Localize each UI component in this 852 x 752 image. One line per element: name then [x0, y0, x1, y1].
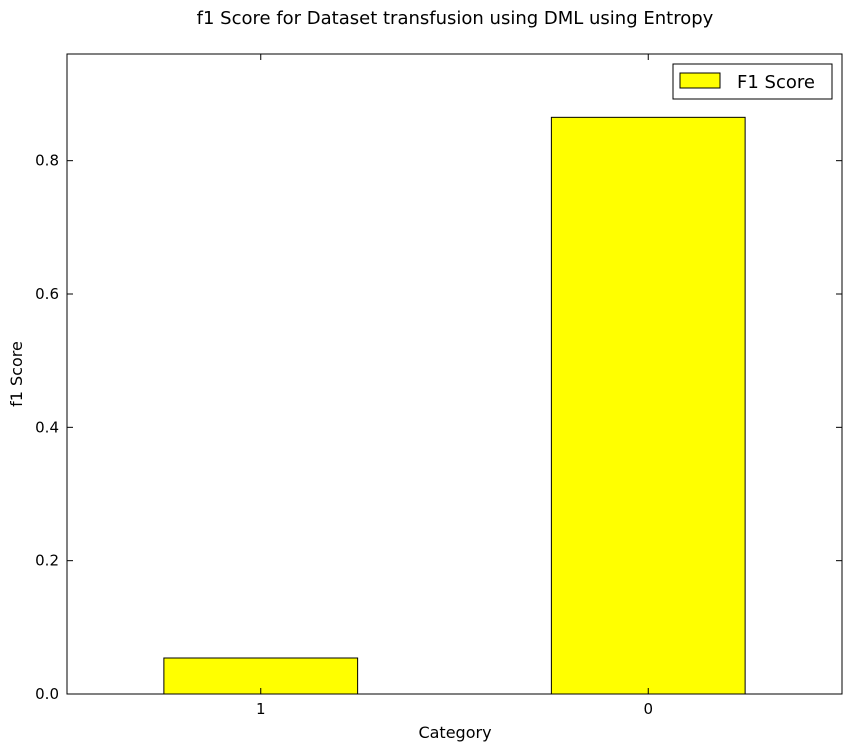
plot-frame — [66, 53, 843, 695]
y-tick-label: 0.8 — [35, 152, 59, 170]
x-tick-label: 0 — [643, 700, 653, 718]
bar-0 — [550, 116, 746, 695]
y-tick-label: 0.4 — [35, 418, 59, 436]
legend-swatch — [679, 72, 721, 89]
y-axis-label: f1 Score — [7, 341, 26, 407]
chart-title: f1 Score for Dataset transfusion using D… — [197, 8, 714, 29]
y-tick-label: 0.2 — [35, 552, 59, 570]
bars-group — [163, 116, 746, 695]
legend: F1 Score — [672, 63, 833, 100]
x-tick-label: 1 — [256, 700, 266, 718]
y-tick-label: 0.0 — [35, 685, 59, 703]
y-tick-label: 0.6 — [35, 285, 59, 303]
legend-label: F1 Score — [737, 72, 815, 93]
x-axis-label: Category — [418, 723, 491, 742]
